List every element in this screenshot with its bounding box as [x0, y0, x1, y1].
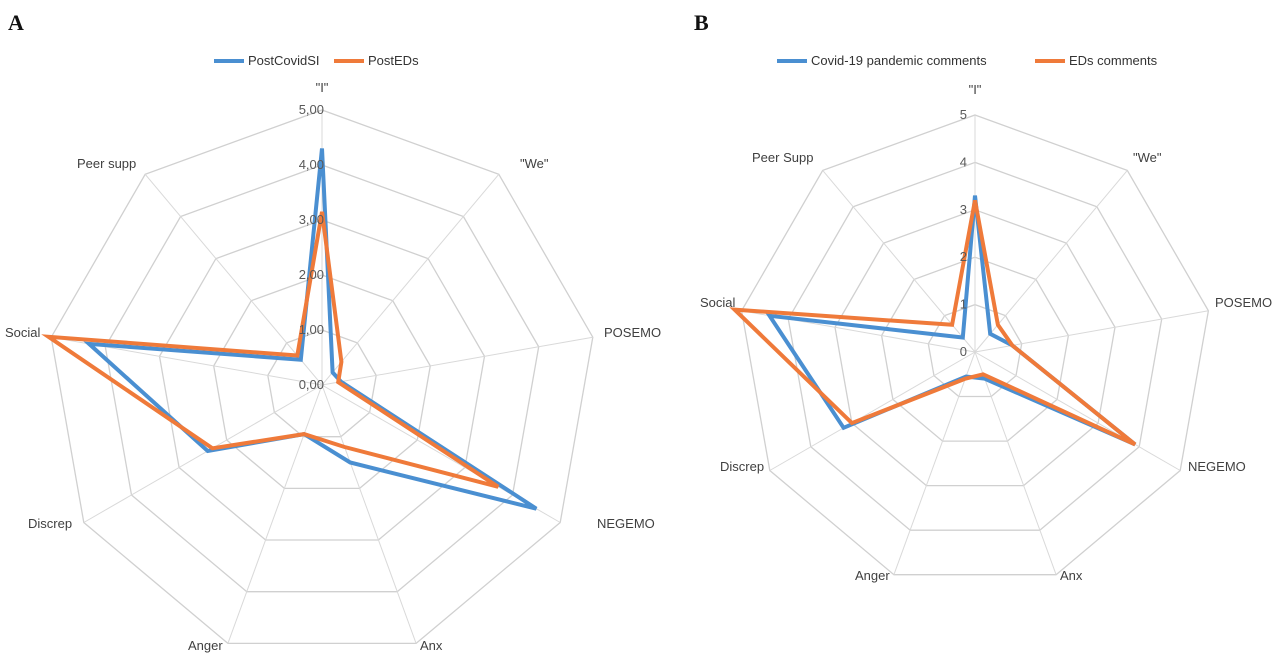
- axis-label-a-0: "I": [316, 80, 329, 95]
- radar-grid-a: [50, 109, 594, 645]
- grid-spoke-b-5: [893, 351, 976, 575]
- radar-series-b: [729, 195, 1137, 447]
- grid-ring-b-2: [880, 256, 1070, 442]
- axis-label-b-5: Anger: [855, 568, 890, 583]
- series-line-b-2: [729, 199, 1137, 447]
- radar-labels-a: 0,00 1,00 2,00 3,00 4,00 5,00 "I" "We" POSEMO NEG…: [5, 80, 661, 653]
- legend-label-a-1: PostCovidSI: [248, 53, 320, 68]
- grid-spoke-a-2: [321, 336, 593, 386]
- grid-spoke-b-3: [974, 351, 1181, 471]
- panel-letter-b: B: [694, 10, 709, 35]
- axis-label-a-5: Anger: [188, 638, 223, 653]
- tick-label-a-0: 0,00: [299, 377, 324, 392]
- tick-label-b-1: 1: [960, 297, 967, 312]
- axis-label-a-6: Discrep: [28, 516, 72, 531]
- grid-spoke-b-6: [769, 351, 976, 471]
- grid-spoke-b-1: [974, 170, 1128, 353]
- grid-spoke-a-5: [227, 384, 323, 644]
- axis-label-b-3: NEGEMO: [1188, 459, 1246, 474]
- tick-label-b-5: 5: [960, 107, 967, 122]
- series-line-a-1: [83, 148, 538, 511]
- tick-label-a-1: 1,00: [299, 322, 324, 337]
- tick-label-a-3: 3,00: [299, 212, 324, 227]
- axis-label-a-1: "We": [520, 156, 549, 171]
- grid-spoke-a-4: [321, 384, 417, 644]
- legend-label-a-2: PostEDs: [368, 53, 419, 68]
- legend-label-b-2: EDs comments: [1069, 53, 1158, 68]
- radar-chart-b: B Covid-19 pandemic comments EDs comment…: [694, 10, 1272, 583]
- legend-a: PostCovidSI PostEDs: [214, 53, 419, 68]
- axis-label-a-2: POSEMO: [604, 325, 661, 340]
- grid-ring-b-3: [834, 209, 1116, 487]
- grid-spoke-a-1: [321, 173, 500, 386]
- grid-ring-a-3: [158, 219, 486, 541]
- axis-label-b-4: Anx: [1060, 568, 1083, 583]
- axis-label-a-8: Peer supp: [77, 156, 136, 171]
- tick-label-b-2: 2: [960, 249, 967, 264]
- axis-label-b-6: Discrep: [720, 459, 764, 474]
- tick-label-b-3: 3: [960, 202, 967, 217]
- radar-grid-b: [740, 114, 1210, 576]
- axis-label-b-2: POSEMO: [1215, 295, 1272, 310]
- grid-ring-a-5: [50, 109, 594, 645]
- radar-labels-b: 0 1 2 3 4 5"I" "We" POSEMO NEGEMO Anx Anger Discrep…: [700, 82, 1272, 583]
- grid-ring-b-1: [927, 303, 1023, 398]
- axis-label-a-4: Anx: [420, 638, 443, 653]
- grid-ring-b-4: [787, 161, 1163, 531]
- grid-ring-a-2: [213, 274, 431, 490]
- series-line-a-2: [41, 211, 500, 489]
- grid-spoke-a-8: [144, 173, 323, 386]
- tick-label-b-4: 4: [960, 154, 967, 169]
- grid-ring-a-4: [104, 164, 540, 593]
- radar-chart-a: A PostCovidSI PostEDs 0,00 1,00 2,00 3,00 4,…: [5, 10, 661, 653]
- tick-label-a-2: 2,00: [299, 267, 324, 282]
- axis-label-a-7: Social: [5, 325, 41, 340]
- legend-label-b-1: Covid-19 pandemic comments: [811, 53, 987, 68]
- axis-label-b-7: Social: [700, 295, 736, 310]
- grid-spoke-a-6: [83, 384, 323, 523]
- radar-series-a: [41, 148, 538, 511]
- axis-label-b-0: "I": [969, 82, 982, 97]
- axis-label-a-3: NEGEMO: [597, 516, 655, 531]
- axis-label-b-8: Peer Supp: [752, 150, 813, 165]
- grid-ring-b-5: [740, 114, 1210, 576]
- legend-b: Covid-19 pandemic comments EDs comments: [777, 53, 1158, 68]
- grid-spoke-b-4: [974, 351, 1057, 575]
- tick-label-b-0: 0: [960, 344, 967, 359]
- axis-label-b-1: "We": [1133, 150, 1162, 165]
- tick-label-a-5: 5,00: [299, 102, 324, 117]
- tick-label-a-4: 4,00: [299, 157, 324, 172]
- grid-spoke-b-8: [822, 170, 976, 353]
- panel-letter-a: A: [8, 10, 24, 35]
